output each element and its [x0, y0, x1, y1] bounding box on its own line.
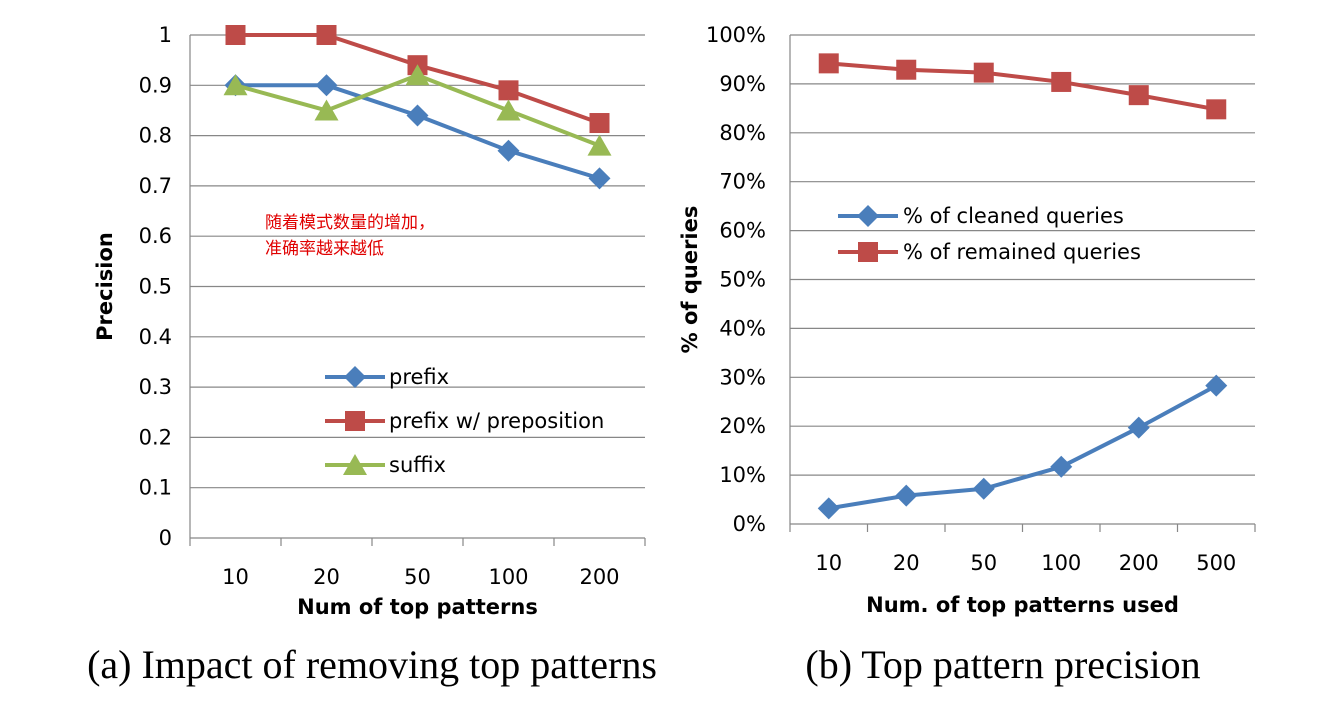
y-tick-label: 0.7 [139, 174, 172, 198]
chart-precision-vs-patterns: 0 0.1 0.2 0.3 0.4 0.5 0.6 0.7 0.8 0.9 1 10 20 50 100 20… [93, 23, 646, 619]
data-point [498, 80, 519, 101]
y-tick-label: 1 [159, 23, 172, 47]
y-tick-label: 0.8 [139, 124, 172, 148]
data-point [1051, 71, 1072, 92]
y-tick-label: 0.1 [139, 476, 172, 500]
annotation-text: 准确率越来越低 [265, 239, 384, 259]
y-tick-label: 0.3 [139, 375, 172, 399]
y-tick-label: 20% [719, 414, 766, 438]
data-point [896, 59, 917, 80]
legend-marker [858, 242, 878, 262]
data-point [589, 113, 610, 134]
data-point [1127, 416, 1150, 439]
legend-label: % of remained queries [903, 240, 1141, 264]
data-point [895, 484, 918, 507]
y-tick-label: 60% [719, 219, 766, 243]
x-axis-title: Num of top patterns [297, 595, 538, 619]
y-tick-label: 0.6 [139, 224, 172, 248]
caption-b: (b) Top pattern precision [805, 642, 1200, 687]
chart-query-percentage: 0% 10% 20% 30% 40% 50% 60% 70% 80% 90% 100% 10 20 50 1… [678, 23, 1256, 617]
y-tick-label: 0.4 [139, 325, 172, 349]
data-point [1205, 374, 1228, 397]
y-tick-label: 100% [706, 23, 766, 47]
data-point [588, 167, 611, 190]
data-point [817, 497, 840, 520]
data-point [1206, 99, 1227, 120]
y-tick-label: 0.9 [139, 73, 172, 97]
y-tick-label: 80% [719, 121, 766, 145]
data-point [315, 74, 338, 97]
legend-label: prefix w/ preposition [389, 409, 604, 433]
x-axis-title: Num. of top patterns used [866, 593, 1179, 617]
y-tick-label: 70% [719, 170, 766, 194]
legend-label: % of cleaned queries [903, 204, 1124, 228]
data-point [973, 62, 994, 83]
data-point [223, 74, 248, 96]
legend-label: prefix [389, 365, 449, 389]
x-tick-label: 20 [313, 565, 340, 589]
x-tick-label: 100 [488, 565, 528, 589]
series-line [828, 61, 1217, 112]
legend-marker [343, 454, 367, 475]
x-tick-label: 50 [970, 551, 997, 575]
y-tick-label: 0.2 [139, 425, 172, 449]
y-tick-label: 30% [719, 365, 766, 389]
x-tick-label: 20 [893, 551, 920, 575]
y-tick-label: 50% [719, 268, 766, 292]
data-point [496, 99, 521, 121]
data-point [1050, 455, 1073, 478]
legend-label: suffix [389, 453, 446, 477]
data-point [1128, 85, 1149, 106]
x-tick-label: 500 [1196, 551, 1236, 575]
y-tick-label: 0 [159, 526, 172, 550]
legend-marker [344, 366, 366, 388]
data-point [972, 477, 995, 500]
x-tick-label: 10 [222, 565, 249, 589]
annotation-text: 随着模式数量的增加， [265, 213, 435, 233]
series-line [828, 383, 1218, 511]
data-point [818, 53, 839, 74]
y-tick-label: 0% [733, 512, 766, 536]
y-axis-title: Precision [93, 232, 117, 341]
y-tick-label: 10% [719, 463, 766, 487]
data-point [497, 139, 520, 162]
x-tick-label: 200 [579, 565, 619, 589]
legend-marker [345, 411, 365, 431]
data-point [406, 104, 429, 127]
data-point [225, 25, 246, 45]
legend-marker [857, 205, 879, 227]
y-tick-label: 90% [719, 72, 766, 96]
x-tick-label: 100 [1041, 551, 1081, 575]
x-tick-label: 200 [1119, 551, 1159, 575]
y-tick-label: 0.5 [139, 275, 172, 299]
data-point [405, 64, 430, 86]
y-axis-title: % of queries [678, 206, 702, 354]
caption-a: (a) Impact of removing top patterns [87, 642, 657, 687]
data-point [316, 25, 337, 45]
data-point [314, 99, 339, 121]
x-tick-label: 50 [404, 565, 431, 589]
y-tick-label: 40% [719, 316, 766, 340]
data-point [587, 134, 612, 156]
x-tick-label: 10 [815, 551, 842, 575]
